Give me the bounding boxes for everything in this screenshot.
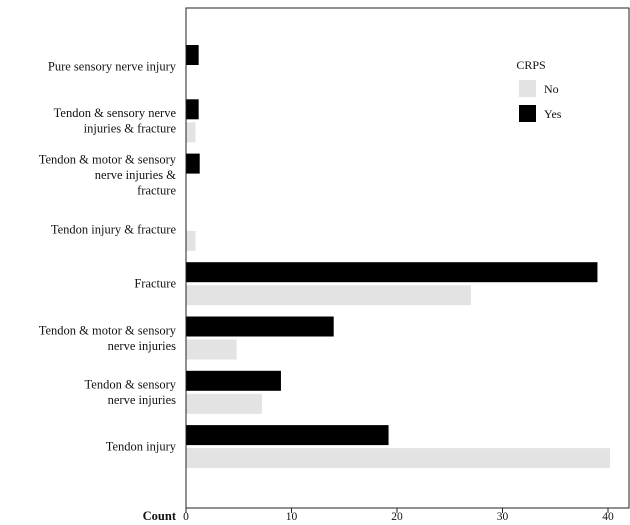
category-label-tendon-and-sensory-nerve-injuries-and-fracture: Tendon & sensory nerve injuries & fractur… — [54, 106, 177, 136]
category-label-tendon-injury: Tendon injury — [106, 440, 177, 454]
bar-no-tendon-and-sensory-nerve-injuries — [186, 393, 262, 414]
axes: 0 10 20 30 40 Count — [143, 7, 630, 523]
bar-yes-fracture — [186, 262, 598, 283]
bar-no-tendon-and-sensory-nerve-injuries-and-fracture — [186, 122, 196, 143]
x-tick-label-10: 10 — [286, 511, 298, 523]
bar-yes-tendon-and-sensory-nerve-injuries-and-fracture — [186, 99, 199, 120]
x-tick-label-40: 40 — [602, 511, 614, 523]
category-label-tendon-and-motor-and-sensory-nerve-injuries-and-fracture: Tendon & motor & sensory nerve injuries &… — [39, 153, 177, 198]
bar-no-tendon-injury-and-fracture — [186, 230, 196, 251]
legend: CRPS No Yes — [516, 58, 562, 122]
category-label-tendon-injury-and-fracture: Tendon injury & fracture — [51, 222, 177, 236]
category-label-tendon-and-sensory-nerve-injuries: Tendon & sensory nerve injuries — [85, 378, 177, 408]
bar-yes-tendon-and-motor-and-sensory-nerve-injuries — [186, 316, 334, 337]
bar-yes-tendon-injury — [186, 425, 389, 446]
legend-swatch-no — [519, 80, 536, 97]
category-label-pure-sensory-nerve-injury: Pure sensory nerve injury — [48, 60, 177, 74]
category-label-fracture: Fracture — [134, 277, 176, 291]
bar-yes-tendon-and-motor-and-sensory-nerve-injuries-and-fracture — [186, 153, 200, 174]
category-labels: Pure sensory nerve injury Tendon & sensor… — [39, 60, 177, 454]
plot-frame — [185, 7, 630, 509]
bar-yes-tendon-and-sensory-nerve-injuries — [186, 370, 281, 391]
x-tick-label-20: 20 — [391, 511, 403, 523]
legend-label-yes: Yes — [544, 107, 562, 121]
bar-no-tendon-injury — [186, 448, 611, 469]
bars-layer — [186, 45, 611, 469]
legend-title: CRPS — [516, 58, 545, 72]
bar-no-tendon-and-motor-and-sensory-nerve-injuries — [186, 339, 237, 360]
legend-label-no: No — [544, 82, 559, 96]
bar-yes-pure-sensory-nerve-injury — [186, 45, 199, 65]
legend-swatch-yes — [519, 105, 536, 122]
x-tick-label-30: 30 — [497, 511, 509, 523]
x-tick-label-0: 0 — [183, 511, 189, 523]
x-axis-label: Count — [143, 509, 177, 523]
bar-no-fracture — [186, 285, 471, 306]
category-label-tendon-and-motor-and-sensory-nerve-injuries: Tendon & motor & sensory nerve injuries — [39, 323, 177, 353]
